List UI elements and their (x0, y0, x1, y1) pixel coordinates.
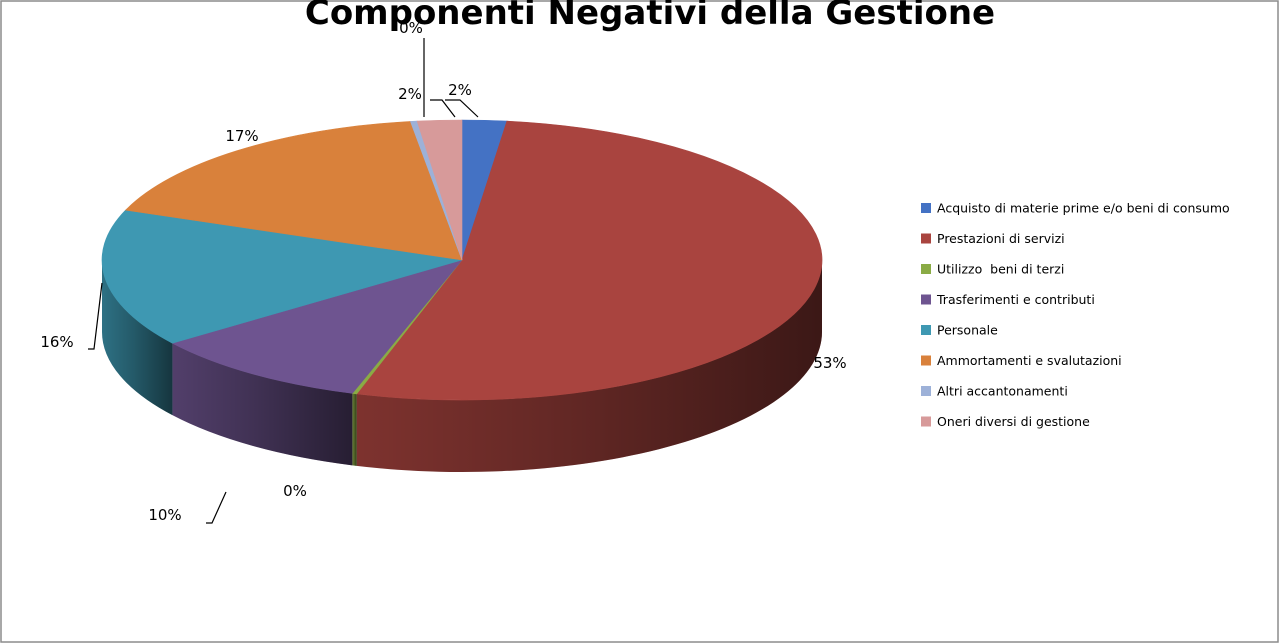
pie-side-shade-utilizzo-beni-di-terzi (352, 393, 357, 466)
legend-label-acquisto-di-materie-prime-e-o-beni-di-consumo: Acquisto di materie prime e/o beni di co… (937, 201, 1230, 216)
chart-title: Componenti Negativi della Gestione (305, 0, 995, 33)
legend-swatch-ammortamenti-e-svalutazioni (921, 355, 931, 366)
legend-swatch-oneri-diversi-di-gestione (921, 416, 931, 427)
legend-swatch-prestazioni-di-servizi (921, 233, 931, 244)
leader-lines (88, 38, 479, 524)
data-label-personale: 16% (40, 333, 73, 351)
legend-label-altri-accantonamenti: Altri accantonamenti (937, 384, 1068, 399)
legend-label-personale: Personale (937, 323, 998, 338)
data-label-oneri-diversi-di-gestione: 2% (398, 85, 422, 103)
data-label-trasferimenti-e-contributi: 10% (148, 506, 181, 524)
data-label-acquisto-di-materie-prime-e-o-beni-di-consumo: 2% (448, 81, 472, 99)
pie-slice-personale (101, 209, 463, 344)
legend-label-oneri-diversi-di-gestione: Oneri diversi di gestione (937, 414, 1090, 429)
legend-label-utilizzo-beni-di-terzi: Utilizzo beni di terzi (937, 262, 1064, 277)
pie-slice-oneri-diversi-di-gestione (416, 119, 463, 261)
pie-side-shade-personale (101, 260, 173, 416)
pie-slice-prestazioni-di-servizi (356, 120, 823, 401)
pie-sides (101, 260, 822, 473)
leader-line-oneri (430, 99, 456, 118)
legend-swatch-altri-accantonamenti (921, 386, 931, 396)
legend-label-trasferimenti-e-contributi: Trasferimenti e contributi (936, 292, 1095, 307)
leader-line-trasferimenti (206, 491, 227, 524)
legend-swatch-utilizzo-beni-di-terzi (921, 264, 931, 274)
pie-slice-ammortamenti-e-svalutazioni (124, 121, 463, 261)
legend-label-prestazioni-di-servizi: Prestazioni di servizi (937, 231, 1065, 246)
pie-side-shade-trasferimenti-e-contributi (172, 343, 353, 466)
data-label-altri-accantonamenti: 0% (399, 19, 423, 37)
data-label-utilizzo-beni-di-terzi: 0% (283, 482, 307, 500)
legend-swatch-acquisto-di-materie-prime-e-o-beni-di-consumo (921, 203, 931, 213)
legend-label-ammortamenti-e-svalutazioni: Ammortamenti e svalutazioni (937, 353, 1122, 368)
legend: Acquisto di materie prime e/o beni di co… (921, 201, 1230, 429)
legend-swatch-personale (921, 325, 931, 335)
pie-side-shade-prestazioni-di-servizi (356, 260, 822, 473)
data-label-ammortamenti-e-svalutazioni: 17% (225, 127, 258, 145)
data-label-prestazioni-di-servizi: 53% (813, 354, 846, 372)
pie-tops (101, 119, 823, 401)
pie-slice-trasferimenti-e-contributi (171, 259, 463, 394)
leader-line-acquisto (445, 99, 479, 118)
legend-swatch-trasferimenti-e-contributi (921, 294, 931, 305)
data-labels: 2% 53% 0% 10% 16% 17% 0% 2% (40, 19, 846, 524)
leader-line-personale (88, 282, 103, 350)
